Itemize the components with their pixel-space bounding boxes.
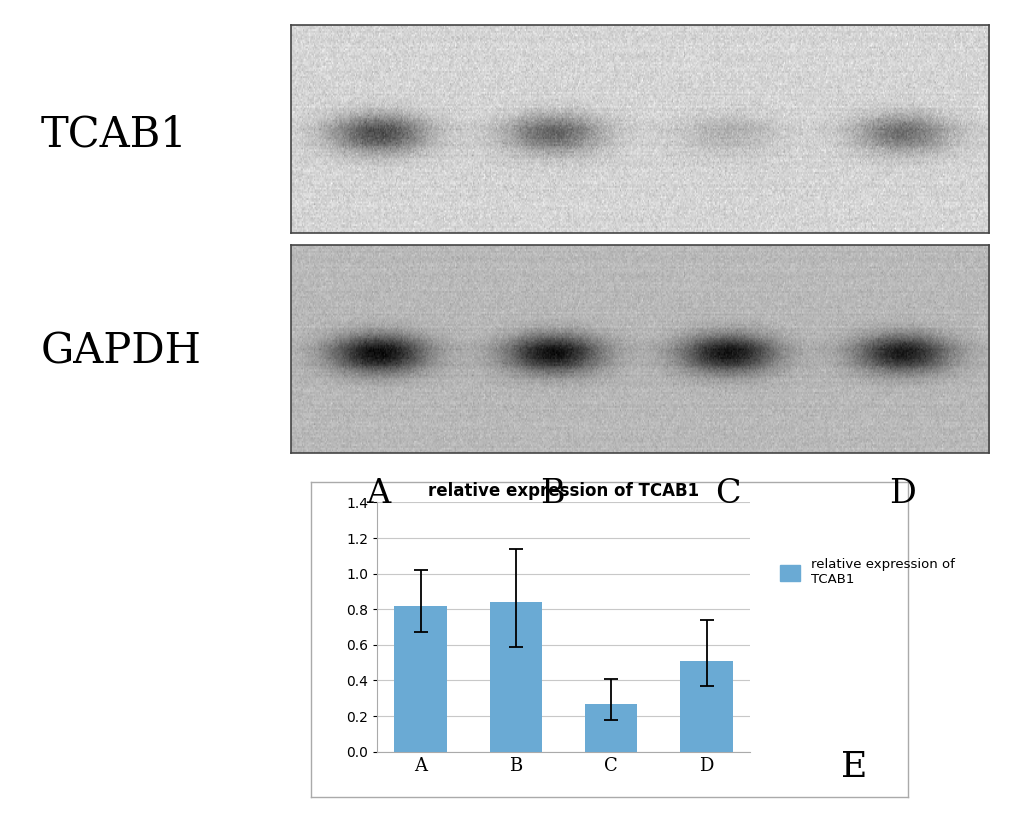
Text: C: C	[714, 478, 740, 510]
Bar	[585, 703, 637, 752]
Title: relative expression of TCAB1: relative expression of TCAB1	[428, 481, 698, 499]
Text: D: D	[888, 478, 914, 510]
Text: A: A	[366, 478, 390, 510]
Bar	[394, 605, 446, 752]
Legend: relative expression of
TCAB1: relative expression of TCAB1	[774, 553, 959, 592]
Bar	[680, 661, 732, 752]
Text: B: B	[540, 478, 565, 510]
Text: TCAB1: TCAB1	[41, 114, 187, 156]
Text: E: E	[840, 750, 866, 784]
Text: GAPDH: GAPDH	[41, 330, 202, 373]
Bar	[489, 602, 541, 752]
